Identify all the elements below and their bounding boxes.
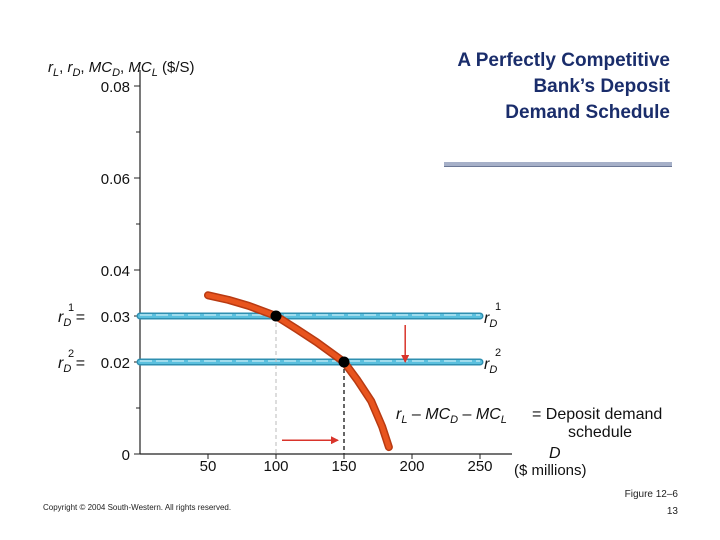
y-tick-prefix-rd1: rD = [58,309,85,329]
x-axis-label-unit: ($ millions) [514,462,587,479]
y-tick-label: 0.02 [101,355,130,372]
y-tick-prefix-sup: 1 [68,302,74,314]
y-tick-label: 0.04 [101,263,130,280]
x-tick-label: 200 [399,458,424,475]
y-tick-label: 0.08 [101,79,130,96]
title-underline [444,162,672,167]
rd2-label-sup: 2 [495,347,501,359]
y-tick-prefix-rd2: rD = [58,355,85,375]
copyright-text: Copyright © 2004 South-Western. All righ… [43,503,232,512]
y-axis-label: rL, rD, MCD, MCL ($/S) [48,59,195,79]
rd2-label: rD [484,356,497,376]
rd1-label: rD [484,310,497,330]
page-number: 13 [666,506,678,517]
title-line-1: A Perfectly Competitive [457,50,670,71]
demand-label-formula: rL – MCD – MCL [396,406,507,426]
y-tick-label: 0.06 [101,171,130,188]
y-tick-label: 0 [122,447,130,464]
demand-label-schedule: schedule [568,424,632,441]
intersection-point [270,310,282,322]
intersection-point [338,356,350,368]
x-tick-label: 50 [200,458,217,475]
x-tick-label: 100 [263,458,288,475]
figure-caption: Figure 12–6 13 [625,486,678,520]
figure-number: Figure 12–6 [624,489,678,500]
title-line-2: Bank’s Deposit [533,76,670,97]
rd1-label-sup: 1 [495,301,501,313]
title-line-3: Demand Schedule [505,102,670,123]
demand-label-equals: = Deposit demand [532,406,662,423]
x-tick-label: 250 [467,458,492,475]
y-tick-label: 0.03 [101,309,130,326]
demand-curve [205,292,392,450]
x-axis-label-symbol: D [549,445,561,462]
y-tick-prefix-sup: 2 [68,348,74,360]
x-tick-label: 150 [331,458,356,475]
chart-title: A Perfectly Competitive Bank’s Deposit D… [457,48,670,126]
